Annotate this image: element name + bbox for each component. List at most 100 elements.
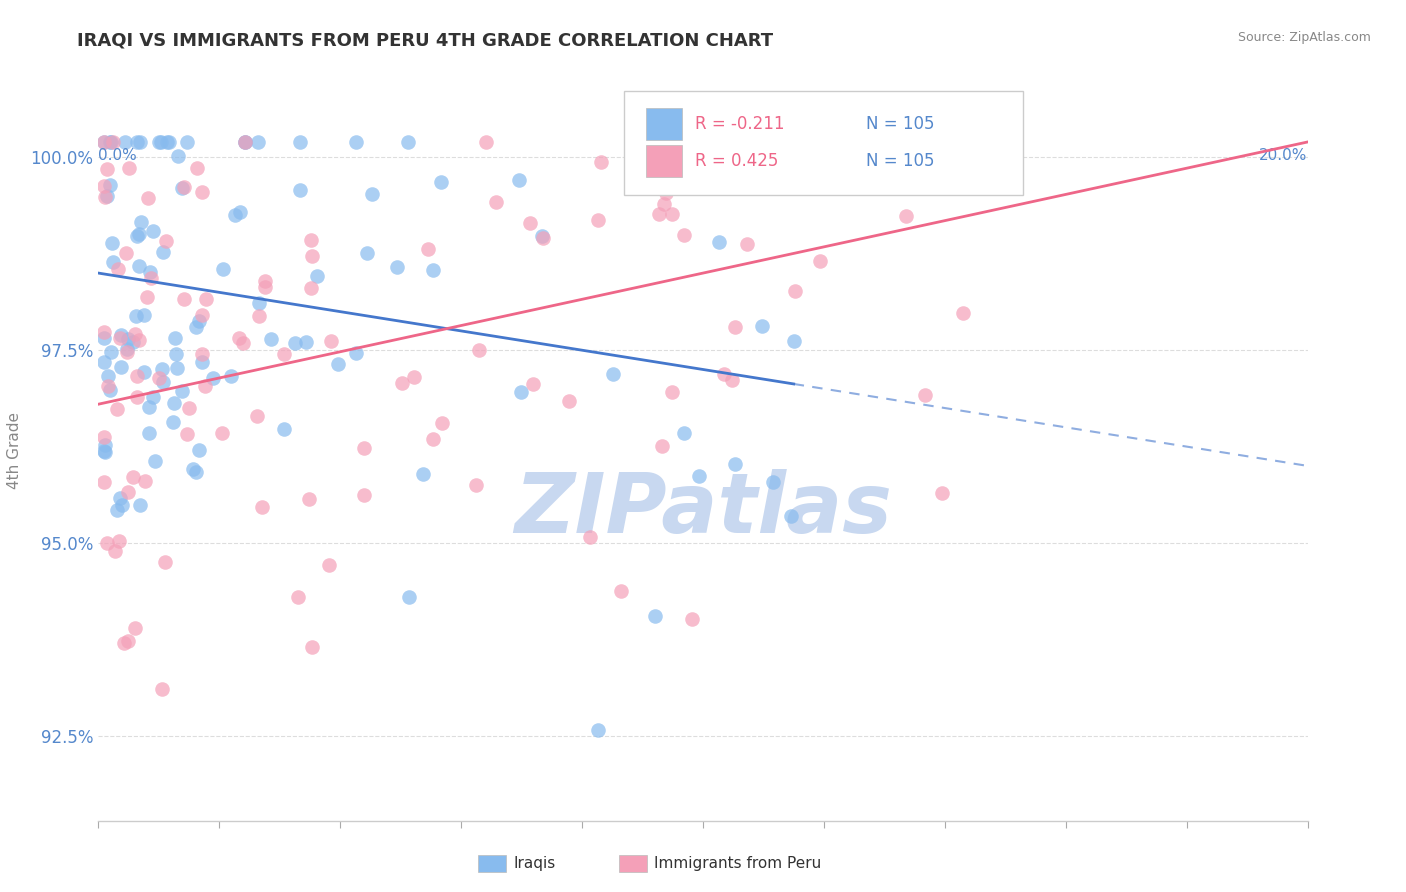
- Point: [97, 378, 120, 392]
- Point: [344, 135, 367, 149]
- Point: [353, 441, 375, 455]
- Point: [129, 135, 152, 149]
- Point: [910, 135, 932, 149]
- Point: [124, 621, 146, 635]
- Point: [181, 462, 204, 476]
- Text: R = -0.211: R = -0.211: [695, 115, 785, 133]
- Point: [761, 475, 783, 489]
- Point: [124, 327, 146, 342]
- Point: [785, 284, 807, 298]
- Point: [107, 534, 129, 549]
- Point: [344, 346, 367, 360]
- Point: [124, 309, 146, 323]
- Point: [152, 245, 174, 260]
- Point: [201, 371, 224, 385]
- Text: R = 0.425: R = 0.425: [695, 152, 778, 170]
- Point: [290, 135, 312, 149]
- Point: [101, 135, 124, 149]
- Point: [724, 320, 747, 334]
- Point: [610, 584, 633, 599]
- Point: [100, 344, 122, 359]
- Point: [100, 135, 122, 149]
- Point: [232, 335, 254, 350]
- Point: [166, 360, 188, 375]
- Point: [149, 135, 172, 149]
- Point: [648, 207, 671, 221]
- Point: [170, 384, 193, 398]
- Point: [260, 332, 283, 346]
- Point: [519, 216, 541, 230]
- Point: [301, 249, 323, 263]
- Point: [150, 682, 173, 697]
- Point: [673, 425, 696, 440]
- Point: [602, 367, 624, 381]
- Point: [93, 135, 115, 149]
- Point: [148, 135, 170, 149]
- Point: [353, 488, 375, 502]
- Point: [361, 186, 384, 201]
- Point: [114, 135, 136, 149]
- Point: [724, 457, 747, 471]
- Point: [153, 555, 176, 569]
- Point: [115, 342, 138, 356]
- Point: [122, 470, 145, 484]
- Point: [93, 178, 115, 193]
- Point: [101, 236, 124, 251]
- Point: [591, 155, 613, 169]
- Point: [104, 544, 127, 558]
- Point: [138, 426, 160, 441]
- Point: [111, 499, 134, 513]
- Point: [586, 213, 609, 227]
- Point: [129, 215, 152, 229]
- Point: [110, 360, 132, 375]
- Point: [530, 228, 553, 243]
- Point: [396, 135, 419, 149]
- Point: [93, 326, 115, 340]
- Point: [94, 445, 117, 459]
- Point: [247, 296, 270, 310]
- Point: [142, 224, 165, 238]
- Bar: [647, 109, 682, 139]
- Point: [93, 331, 115, 345]
- Point: [468, 343, 491, 357]
- Point: [93, 475, 115, 490]
- Point: [139, 265, 162, 279]
- Point: [250, 500, 273, 515]
- Point: [759, 170, 782, 185]
- Point: [176, 135, 198, 149]
- Point: [579, 530, 602, 544]
- Text: Immigrants from Peru: Immigrants from Peru: [654, 856, 821, 871]
- Point: [952, 306, 974, 320]
- Point: [284, 336, 307, 351]
- Point: [155, 235, 177, 249]
- Point: [485, 195, 508, 210]
- Point: [356, 245, 378, 260]
- Point: [531, 231, 554, 245]
- Point: [235, 135, 257, 149]
- Point: [107, 261, 129, 276]
- Point: [112, 636, 135, 650]
- Point: [522, 376, 544, 391]
- Point: [294, 334, 316, 349]
- Point: [173, 292, 195, 306]
- Point: [290, 183, 312, 197]
- Point: [299, 280, 322, 294]
- Point: [849, 135, 872, 149]
- Point: [93, 444, 115, 458]
- Point: [298, 491, 321, 506]
- Point: [194, 292, 217, 306]
- Text: 20.0%: 20.0%: [1260, 148, 1308, 163]
- Point: [98, 135, 121, 149]
- Point: [132, 308, 155, 322]
- Point: [125, 228, 148, 243]
- Point: [219, 369, 242, 384]
- Point: [391, 376, 413, 390]
- Point: [655, 186, 678, 200]
- Point: [508, 173, 530, 187]
- Point: [301, 640, 323, 654]
- Point: [509, 385, 531, 400]
- Point: [661, 206, 683, 220]
- Point: [98, 384, 121, 398]
- Point: [713, 368, 735, 382]
- Point: [228, 330, 250, 344]
